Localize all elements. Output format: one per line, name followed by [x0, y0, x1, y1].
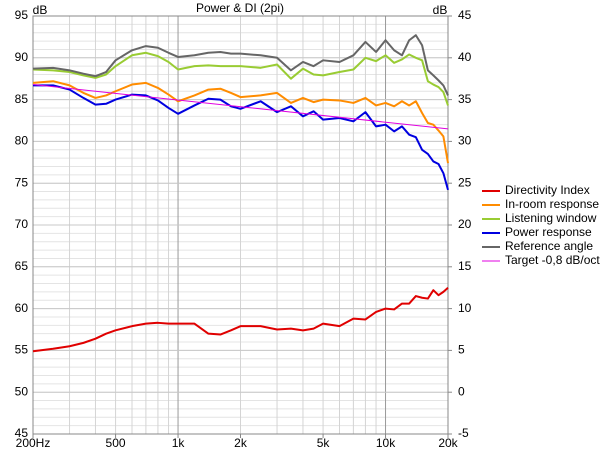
x-tick-label: 1k — [172, 436, 186, 450]
series-line — [32, 34, 449, 96]
y-tick-label: 65 — [15, 259, 29, 273]
y2-tick-label: 45 — [458, 8, 472, 22]
y-tick-label: 95 — [15, 8, 29, 22]
series-line — [32, 286, 449, 353]
x-tick-label: 10k — [376, 436, 396, 450]
x-tick-label: 20k — [438, 436, 458, 450]
series-line — [32, 80, 449, 164]
y-tick-label: 70 — [15, 217, 29, 231]
x-tick-label: 2k — [234, 436, 248, 450]
y2-tick-label: 15 — [458, 259, 472, 273]
y-tick-label: 55 — [15, 343, 29, 357]
y2-tick-label: 10 — [458, 301, 472, 315]
y2-tick-label: -5 — [458, 426, 469, 440]
y-tick-label: 75 — [15, 175, 29, 189]
x-tick-label: 200Hz — [16, 436, 51, 450]
x-tick-label: 500 — [106, 436, 126, 450]
y-axis-label: dB — [33, 3, 48, 17]
y-tick-label: 90 — [15, 50, 29, 64]
legend-label: Reference angle — [505, 239, 593, 253]
y-tick-label: 45 — [15, 426, 29, 440]
y2-tick-label: 5 — [458, 343, 465, 357]
chart-title: Power & DI (2pi) — [196, 1, 284, 15]
series-line — [32, 51, 449, 106]
y2-tick-label: 25 — [458, 175, 472, 189]
y2-tick-label: 0 — [458, 384, 465, 398]
y2-tick-label: 35 — [458, 92, 472, 106]
legend-label: Target -0,8 dB/oct — [505, 253, 600, 267]
legend-label: Directivity Index — [505, 183, 590, 197]
y-tick-label: 80 — [15, 134, 29, 148]
series-line — [33, 84, 449, 191]
y2-tick-label: 20 — [458, 217, 472, 231]
series-line — [32, 84, 449, 130]
y2-axis-label: dB — [433, 3, 448, 17]
y2-tick-label: 40 — [458, 50, 472, 64]
y2-tick-label: 30 — [458, 134, 472, 148]
y-tick-label: 50 — [15, 384, 29, 398]
x-tick-label: 5k — [317, 436, 331, 450]
legend-label: In-room response — [505, 197, 599, 211]
y-tick-label: 60 — [15, 301, 29, 315]
legend-label: Power response — [505, 225, 592, 239]
legend-label: Listening window — [505, 211, 597, 225]
y-tick-label: 85 — [15, 92, 29, 106]
plot-frame — [32, 15, 449, 435]
